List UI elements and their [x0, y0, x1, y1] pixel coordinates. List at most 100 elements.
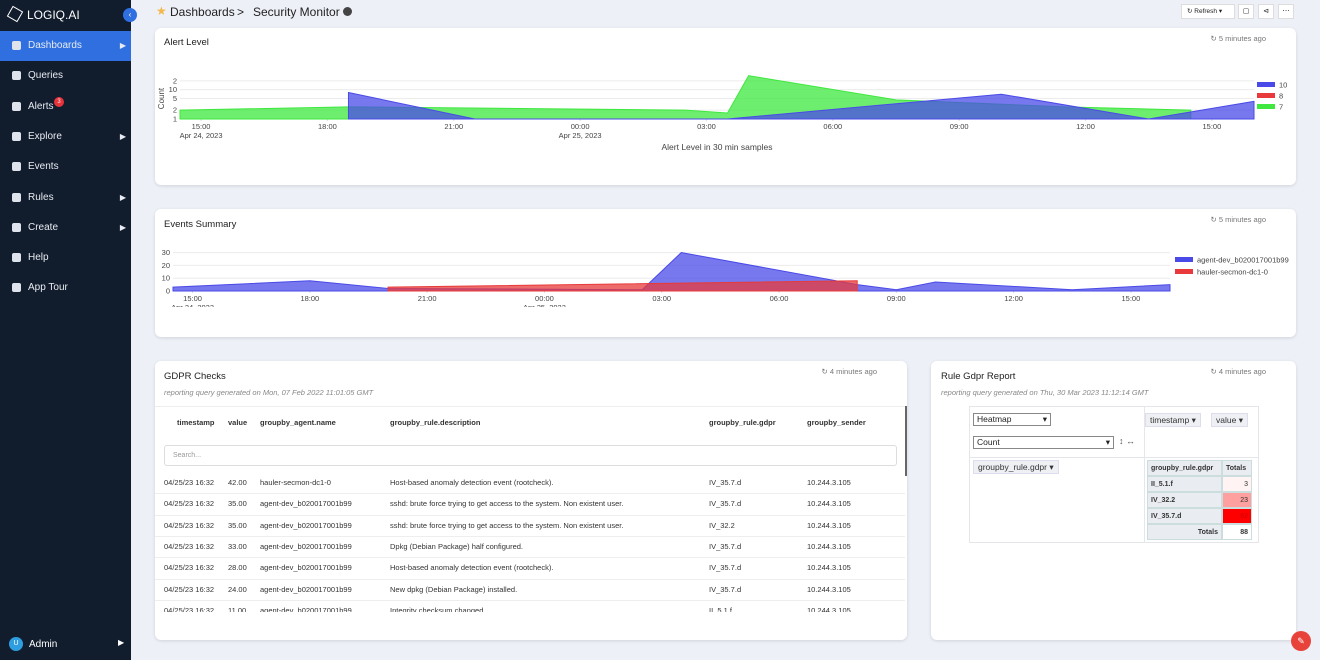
dashboard-title: Security Monitor: [253, 5, 340, 19]
more-button[interactable]: ⋯: [1278, 4, 1294, 19]
row-divider: [155, 514, 905, 516]
legend-swatch: [1257, 82, 1275, 87]
nav-item[interactable]: Alerts 3: [0, 92, 131, 122]
user-arrow: ▶: [118, 638, 125, 647]
alert-badge: 3: [54, 96, 64, 107]
x-tick-label: 00:00: [535, 294, 554, 303]
table-cell: IV_32.2: [709, 520, 735, 530]
legend-swatch: [1257, 93, 1275, 98]
row-divider: [155, 557, 905, 559]
x-tick-label: 12:00: [1076, 122, 1095, 131]
nav-item[interactable]: Events: [0, 152, 131, 182]
table-cell: IV_35.7.d: [709, 584, 742, 594]
nav-item[interactable]: App Tour: [0, 273, 131, 303]
row-divider: [155, 535, 905, 537]
x-tick-label: 03:00: [652, 294, 671, 303]
field: timestamp: [1150, 415, 1190, 425]
nav-icon: [12, 192, 21, 202]
collapse-button[interactable]: ‹: [123, 8, 137, 22]
fullscreen-button[interactable]: ▢: [1238, 4, 1254, 19]
x-tick-label: 18:00: [300, 294, 319, 303]
nav-arrow: ▶: [119, 222, 126, 232]
scrollbar[interactable]: [905, 406, 907, 476]
y-tick-label: 2: [173, 106, 177, 115]
table-cell: IV_35.7.d: [709, 541, 742, 551]
x-tick-sublabel: Apr 25, 2023: [523, 303, 566, 307]
gdpr-checks-card: GDPR Checks ↻ 4 minutes ago reporting qu…: [155, 361, 907, 640]
x-tick-label: 00:00: [571, 122, 590, 131]
field-chip[interactable]: timestamp ▾: [1145, 413, 1201, 427]
nav-item[interactable]: Dashboards ▶: [0, 31, 131, 61]
nav-item[interactable]: Rules ▶: [0, 183, 131, 213]
avatar[interactable]: U: [9, 637, 23, 651]
table-cell: 35.00: [228, 499, 247, 509]
table-cell: agent-dev_b020017001b99: [260, 563, 352, 573]
share-button[interactable]: ⊲: [1258, 4, 1274, 19]
nav-item[interactable]: Create ▶: [0, 213, 131, 243]
nav-label: Queries: [28, 70, 64, 82]
x-tick-label: 18:00: [318, 122, 337, 131]
aggregator-select[interactable]: Count ▾: [973, 436, 1114, 449]
star-icon[interactable]: ★: [156, 4, 167, 18]
row-field-chip[interactable]: groupby_rule.gdpr ▾: [973, 460, 1059, 474]
updated-text: 4 minutes ago: [829, 367, 877, 376]
logo-icon: [6, 5, 24, 23]
column-header[interactable]: timestamp: [177, 418, 215, 427]
column-header[interactable]: value: [228, 418, 248, 427]
nav-icon: [12, 131, 21, 141]
updated: ↻ 5 minutes ago: [1210, 34, 1267, 43]
table-cell: agent-dev_b020017001b99: [260, 605, 352, 612]
column-header[interactable]: groupby_rule.description: [390, 418, 481, 427]
y-tick-label: 30: [162, 248, 170, 257]
y-tick-label: 2: [173, 76, 177, 85]
pivot-divider: [969, 457, 1259, 458]
table-cell: sshd: brute force trying to get access t…: [390, 520, 624, 530]
nav-icon: [12, 162, 21, 172]
search-input[interactable]: Search...: [164, 445, 897, 466]
table-cell: IV_35.7.d: [709, 499, 742, 509]
legend-label: 10: [1279, 81, 1287, 90]
pivot-header: Totals: [1222, 460, 1252, 476]
column-header[interactable]: groupby_sender: [807, 418, 866, 427]
table-cell: 24.00: [228, 584, 247, 594]
refresh-button[interactable]: ↻ Refresh ▾: [1181, 4, 1235, 19]
renderer-select[interactable]: Heatmap ▾: [973, 413, 1051, 426]
breadcrumb-sep: >: [237, 5, 245, 19]
table-cell: Integrity checksum changed.: [390, 605, 486, 612]
column-header[interactable]: groupby_agent.name: [260, 418, 336, 427]
column-header[interactable]: groupby_rule.gdpr: [709, 418, 776, 427]
table-cell: 42.00: [228, 478, 247, 487]
nav-item[interactable]: Help: [0, 243, 131, 273]
sidebar: LOGIQ.AI ‹ Dashboards ▶ Queries Alerts 3 Expl…: [0, 0, 137, 660]
sort-icons[interactable]: ↕ ↔: [1119, 436, 1136, 446]
table-cell: hauler-secmon-dc1-0: [260, 478, 331, 487]
field-chip[interactable]: value ▾: [1211, 413, 1248, 427]
nav-item[interactable]: Explore ▶: [0, 122, 131, 152]
heat-cell: 3: [1222, 476, 1252, 492]
table-cell: Host-based anomaly detection event (root…: [390, 563, 554, 573]
nav-item[interactable]: Queries: [0, 61, 131, 91]
table-cell: 04/25/23 16:32: [164, 605, 215, 612]
owner-icon: [343, 7, 352, 16]
pivot-frame: [969, 406, 1259, 543]
y-axis-label: Count: [157, 87, 166, 109]
table-cell: IV_35.7.d: [709, 563, 742, 573]
x-tick-label: 15:00: [192, 122, 211, 131]
table-cell: 35.00: [228, 520, 247, 530]
user-name[interactable]: Admin: [29, 639, 58, 650]
nav-label: Alerts: [28, 100, 54, 112]
table-cell: agent-dev_b020017001b99: [260, 520, 352, 530]
x-tick-label: 21:00: [418, 294, 437, 303]
chat-button[interactable]: ✎: [1291, 631, 1311, 651]
x-tick-label: 06:00: [823, 122, 842, 131]
x-tick-sublabel: Apr 24, 2023: [171, 303, 214, 307]
table-cell: 10.244.3.105: [807, 584, 851, 594]
table-cell: 04/25/23 16:32: [164, 478, 215, 487]
nav-icon: [12, 41, 21, 50]
x-tick-label: 15:00: [1202, 122, 1221, 131]
nav-label: App Tour: [28, 282, 68, 294]
table-cell: II_5.1.f: [709, 605, 732, 612]
x-tick-label: 21:00: [444, 122, 463, 131]
breadcrumb[interactable]: Dashboards: [170, 5, 235, 19]
